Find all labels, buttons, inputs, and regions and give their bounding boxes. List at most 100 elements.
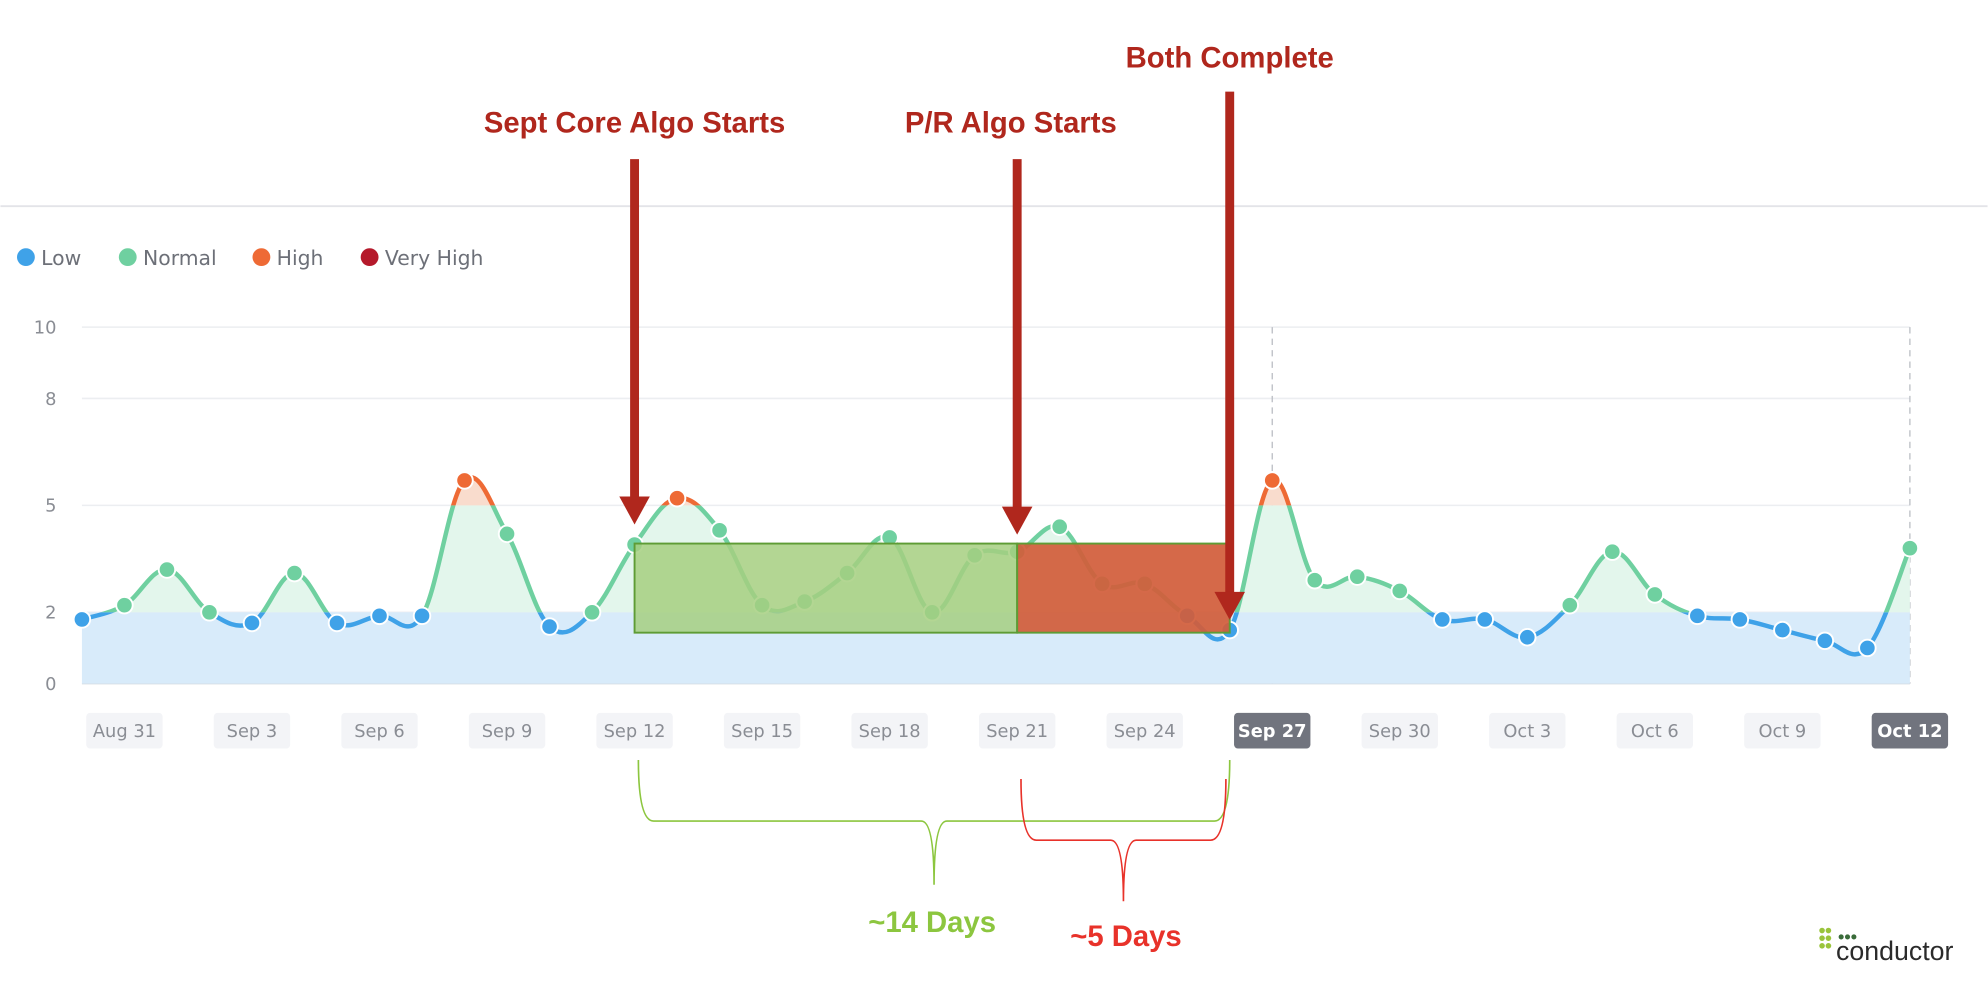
data-point bbox=[200, 603, 219, 622]
both-complete-label: Both Complete bbox=[1126, 42, 1334, 74]
data-point bbox=[1603, 542, 1622, 561]
logo-text: conductor bbox=[1836, 936, 1953, 966]
legend-label: Normal bbox=[143, 246, 217, 270]
data-point bbox=[1645, 585, 1665, 604]
data-point bbox=[72, 610, 92, 629]
core-span-label: ~14 Days bbox=[868, 907, 996, 939]
y-tick-label: 2 bbox=[45, 603, 56, 624]
x-tick: Sep 15 bbox=[723, 712, 801, 749]
data-point bbox=[1348, 567, 1367, 586]
data-point bbox=[1263, 471, 1282, 490]
x-tick-label: Sep 3 bbox=[227, 721, 278, 742]
y-tick-label: 8 bbox=[45, 389, 56, 410]
data-point bbox=[667, 489, 687, 508]
x-tick: Sep 3 bbox=[213, 712, 291, 749]
data-point bbox=[1858, 638, 1877, 658]
x-tick-box bbox=[1744, 712, 1821, 749]
x-tick: Sep 6 bbox=[341, 712, 418, 749]
line-low-segment bbox=[81, 612, 1889, 657]
x-tick-label: Aug 31 bbox=[93, 721, 156, 742]
x-tick-box bbox=[851, 712, 928, 749]
legend-item-low: Low bbox=[17, 246, 81, 270]
x-tick-label: Sep 6 bbox=[354, 721, 405, 742]
legend-item-high: High bbox=[252, 246, 323, 270]
data-point bbox=[710, 521, 729, 540]
x-tick-box bbox=[1234, 712, 1311, 749]
data-point bbox=[1433, 610, 1452, 629]
conductor-logo: conductor bbox=[1819, 927, 1954, 966]
y-tick-label: 0 bbox=[45, 674, 56, 695]
x-tick-label: Oct 9 bbox=[1758, 721, 1806, 742]
legend-item-normal: Normal bbox=[118, 246, 217, 270]
x-tick-label: Oct 3 bbox=[1503, 721, 1551, 742]
x-tick: Sep 24 bbox=[1106, 712, 1183, 749]
data-point bbox=[1518, 628, 1537, 647]
data-point bbox=[540, 617, 559, 636]
x-tick-label: Sep 30 bbox=[1369, 721, 1431, 742]
data-points bbox=[72, 471, 1920, 658]
x-tick: Aug 31 bbox=[86, 712, 163, 749]
pr-span-brace bbox=[1020, 779, 1227, 902]
x-tick-label: Oct 6 bbox=[1631, 721, 1679, 742]
y-tick-label: 5 bbox=[45, 496, 56, 517]
data-point bbox=[242, 613, 262, 633]
y-tick-label: 10 bbox=[34, 318, 57, 339]
x-tick-label: Sep 12 bbox=[604, 721, 666, 742]
data-point bbox=[1050, 517, 1069, 536]
pr-start-arrow-head bbox=[1001, 506, 1033, 535]
pr-span-label: ~5 Days bbox=[1070, 921, 1181, 953]
pr-period-box bbox=[1016, 542, 1231, 634]
data-point bbox=[157, 560, 177, 579]
legend-marker bbox=[252, 248, 271, 267]
x-tick-box bbox=[1106, 712, 1183, 749]
x-tick-label: Sep 18 bbox=[859, 721, 921, 742]
legend-label: High bbox=[277, 246, 324, 270]
x-tick: Sep 18 bbox=[851, 712, 928, 749]
x-tick: Sep 27 bbox=[1234, 712, 1311, 749]
x-tick-label: Sep 15 bbox=[731, 721, 793, 742]
data-point bbox=[1730, 610, 1750, 629]
x-tick: Oct 6 bbox=[1616, 712, 1694, 749]
data-point bbox=[1900, 538, 1920, 558]
x-tick: Oct 9 bbox=[1744, 712, 1821, 749]
data-point bbox=[582, 603, 602, 622]
x-tick-box bbox=[596, 712, 673, 749]
data-point bbox=[1773, 620, 1792, 640]
both-complete-arrow-head bbox=[1214, 591, 1245, 620]
pr-start-label: P/R Algo Starts bbox=[905, 107, 1117, 139]
data-point bbox=[327, 613, 347, 633]
x-tick-box bbox=[341, 712, 418, 749]
x-tick-box bbox=[468, 712, 546, 749]
x-axis: Aug 31 Sep 3 Sep 6 Sep 9 Sep 12 Sep 15 Sep 18 S… bbox=[86, 712, 1949, 749]
x-tick: Sep 12 bbox=[596, 712, 673, 749]
x-tick-box bbox=[1489, 712, 1566, 749]
legend: Low Normal High Very High bbox=[17, 246, 483, 270]
x-tick-box bbox=[1871, 712, 1949, 749]
x-tick-label: Sep 27 bbox=[1238, 721, 1307, 742]
data-point bbox=[412, 606, 432, 626]
x-tick-label: Sep 21 bbox=[986, 721, 1048, 742]
legend-marker bbox=[118, 248, 137, 267]
x-tick-box bbox=[1616, 712, 1694, 749]
x-tick-box bbox=[1361, 712, 1438, 749]
x-tick: Oct 12 bbox=[1871, 712, 1949, 749]
core-span-brace bbox=[637, 759, 1231, 885]
x-tick: Sep 30 bbox=[1361, 712, 1438, 749]
legend-marker bbox=[360, 248, 379, 267]
data-point bbox=[285, 563, 304, 583]
core-period-box bbox=[633, 542, 1019, 634]
data-point bbox=[370, 606, 389, 626]
legend-label: Very High bbox=[385, 246, 484, 270]
x-tick-label: Oct 12 bbox=[1877, 721, 1942, 742]
x-tick-box bbox=[978, 712, 1056, 749]
core-start-label: Sept Core Algo Starts bbox=[484, 107, 785, 139]
data-point bbox=[115, 595, 134, 615]
x-tick: Sep 9 bbox=[468, 712, 546, 749]
legend-label: Low bbox=[41, 246, 81, 270]
x-tick-box bbox=[723, 712, 801, 749]
x-tick: Sep 21 bbox=[978, 712, 1056, 749]
data-point bbox=[497, 524, 517, 544]
core-start-arrow-head bbox=[619, 496, 650, 525]
data-point bbox=[1688, 606, 1707, 626]
x-tick: Oct 3 bbox=[1489, 712, 1566, 749]
